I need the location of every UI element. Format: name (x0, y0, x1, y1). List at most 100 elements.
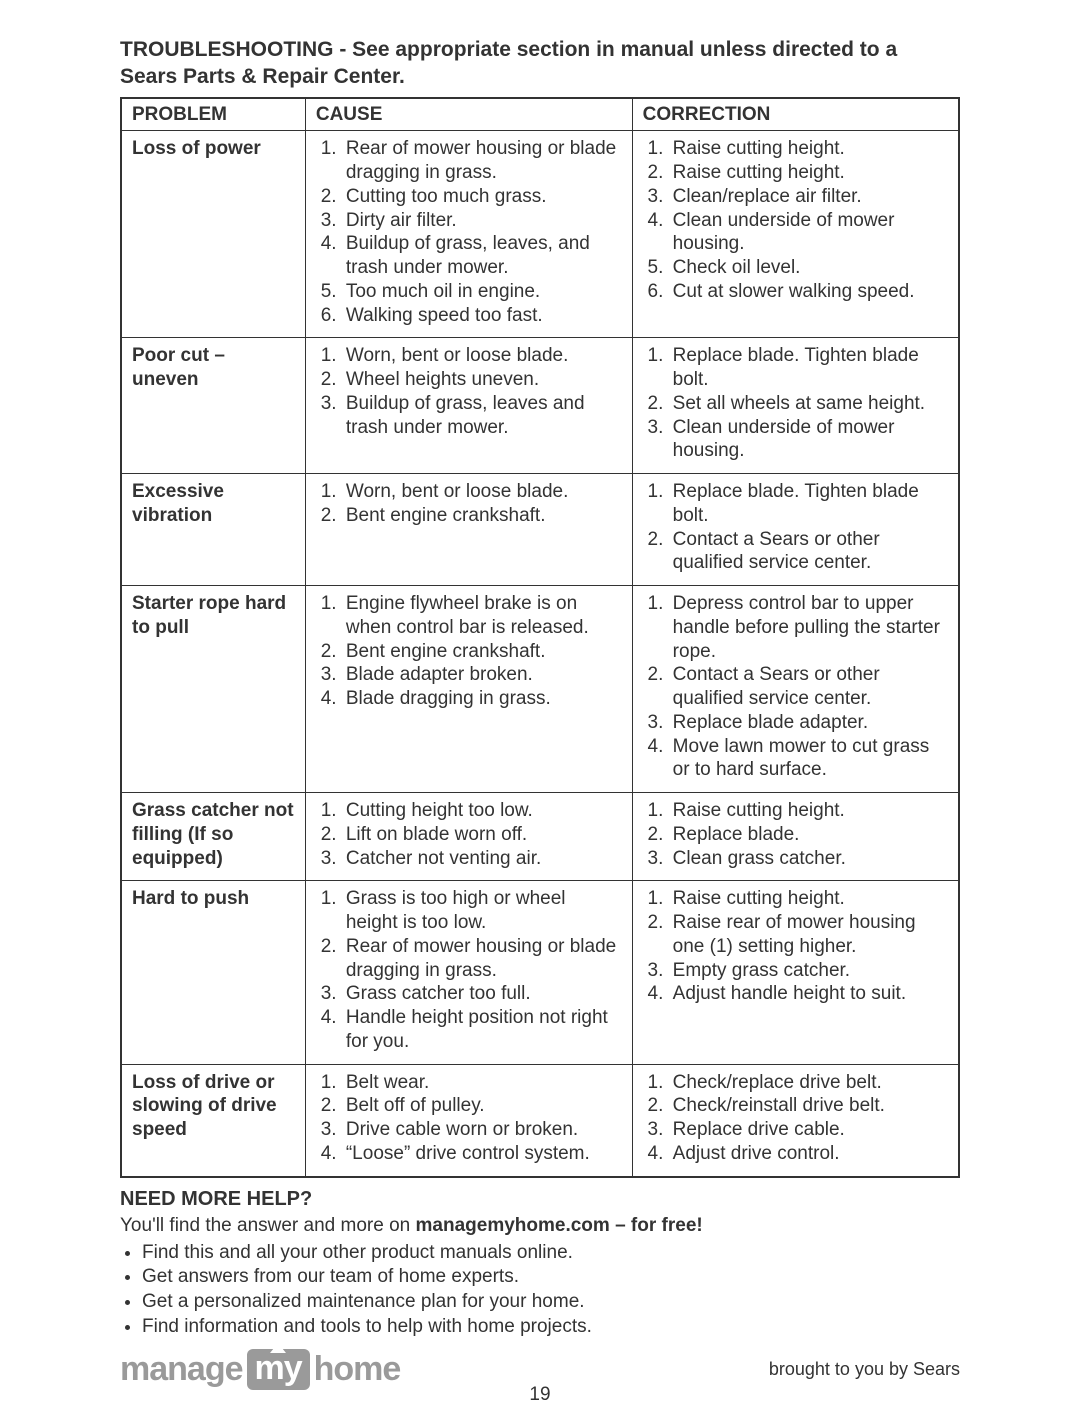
cause-item: Worn, bent or loose blade. (342, 344, 622, 368)
logo-box: my (247, 1349, 310, 1390)
logo-text-pre: manage (120, 1350, 243, 1389)
cause-item: Blade adapter broken. (342, 663, 622, 687)
cause-item: “Loose” drive control system. (342, 1142, 622, 1166)
correction-item: Raise cutting height. (669, 799, 948, 823)
correction-cell: Replace blade. Tighten blade bolt.Set al… (632, 338, 959, 474)
cause-item: Wheel heights uneven. (342, 368, 622, 392)
document-page: TROUBLESHOOTING - See appropriate sectio… (0, 0, 1080, 1426)
problem-cell: Loss of power (121, 131, 305, 338)
correction-list: Raise cutting height.Replace blade.Clean… (643, 799, 948, 870)
table-header-row: PROBLEM CAUSE CORRECTION (121, 98, 959, 131)
help-bullet-item: Get a personalized maintenance plan for … (142, 1290, 960, 1315)
cause-item: Catcher not venting air. (342, 847, 622, 871)
correction-cell: Raise cutting height.Raise rear of mower… (632, 881, 959, 1064)
header-cause: CAUSE (305, 98, 632, 131)
correction-item: Clean underside of mower housing. (669, 209, 948, 257)
correction-list: Raise cutting height.Raise rear of mower… (643, 887, 948, 1006)
cause-list: Worn, bent or loose blade.Bent engine cr… (316, 480, 622, 528)
correction-item: Replace blade adapter. (669, 711, 948, 735)
correction-item: Replace blade. Tighten blade bolt. (669, 344, 948, 392)
troubleshooting-table: PROBLEM CAUSE CORRECTION Loss of power Re… (120, 97, 960, 1178)
cause-item: Buildup of grass, leaves, and trash unde… (342, 232, 622, 280)
correction-item: Check/reinstall drive belt. (669, 1094, 948, 1118)
cause-item: Drive cable worn or broken. (342, 1118, 622, 1142)
cause-list: Cutting height too low.Lift on blade wor… (316, 799, 622, 870)
cause-item: Cutting too much grass. (342, 185, 622, 209)
correction-list: Replace blade. Tighten blade bolt.Set al… (643, 344, 948, 463)
correction-list: Replace blade. Tighten blade bolt.Contac… (643, 480, 948, 575)
correction-cell: Check/replace drive belt.Check/reinstall… (632, 1064, 959, 1177)
cause-item: Belt wear. (342, 1071, 622, 1095)
cause-item: Engine flywheel brake is on when control… (342, 592, 622, 640)
cause-item: Blade dragging in grass. (342, 687, 622, 711)
help-bullet-item: Get answers from our team of home expert… (142, 1265, 960, 1290)
header-problem: PROBLEM (121, 98, 305, 131)
correction-item: Raise rear of mower housing one (1) sett… (669, 911, 948, 959)
house-icon (270, 1343, 286, 1353)
correction-item: Contact a Sears or other qualified servi… (669, 663, 948, 711)
cause-list: Worn, bent or loose blade.Wheel heights … (316, 344, 622, 439)
help-bullet-item: Find information and tools to help with … (142, 1315, 960, 1340)
cause-list: Engine flywheel brake is on when control… (316, 592, 622, 711)
cause-item: Bent engine crankshaft. (342, 640, 622, 664)
page-title: TROUBLESHOOTING - See appropriate sectio… (120, 36, 960, 91)
cause-cell: Worn, bent or loose blade.Wheel heights … (305, 338, 632, 474)
correction-cell: Depress control bar to upper handle befo… (632, 586, 959, 793)
help-intro-bold: managemyhome.com – for free! (416, 1215, 703, 1236)
correction-item: Contact a Sears or other qualified servi… (669, 528, 948, 576)
correction-item: Clean underside of mower housing. (669, 416, 948, 464)
logo-text-box: my (255, 1349, 302, 1388)
correction-item: Cut at slower walking speed. (669, 280, 948, 304)
cause-cell: Cutting height too low.Lift on blade wor… (305, 793, 632, 881)
table-row: Starter rope hard to pull Engine flywheel… (121, 586, 959, 793)
correction-item: Adjust drive control. (669, 1142, 948, 1166)
cause-cell: Grass is too high or wheel height is too… (305, 881, 632, 1064)
correction-item: Move lawn mower to cut grass or to hard … (669, 735, 948, 783)
help-intro: You'll find the answer and more on manag… (120, 1215, 960, 1237)
cause-item: Rear of mower housing or blade dragging … (342, 137, 622, 185)
managemyhome-logo: manage my home (120, 1349, 400, 1390)
tagline: brought to you by Sears (769, 1359, 960, 1380)
correction-item: Empty grass catcher. (669, 959, 948, 983)
help-intro-pre: You'll find the answer and more on (120, 1215, 416, 1236)
cause-item: Belt off of pulley. (342, 1094, 622, 1118)
cause-list: Rear of mower housing or blade dragging … (316, 137, 622, 327)
cause-item: Buildup of grass, leaves and trash under… (342, 392, 622, 440)
correction-item: Clean grass catcher. (669, 847, 948, 871)
problem-cell: Starter rope hard to pull (121, 586, 305, 793)
cause-list: Grass is too high or wheel height is too… (316, 887, 622, 1053)
problem-cell: Hard to push (121, 881, 305, 1064)
table-row: Loss of power Rear of mower housing or bl… (121, 131, 959, 338)
header-correction: CORRECTION (632, 98, 959, 131)
cause-item: Grass is too high or wheel height is too… (342, 887, 622, 935)
cause-list: Belt wear.Belt off of pulley.Drive cable… (316, 1071, 622, 1166)
cause-item: Dirty air filter. (342, 209, 622, 233)
correction-item: Check oil level. (669, 256, 948, 280)
help-bullet-item: Find this and all your other product man… (142, 1241, 960, 1266)
table-row: Hard to push Grass is too high or wheel h… (121, 881, 959, 1064)
cause-item: Bent engine crankshaft. (342, 504, 622, 528)
correction-item: Adjust handle height to suit. (669, 982, 948, 1006)
correction-item: Replace blade. (669, 823, 948, 847)
problem-cell: Grass catcher not filling (If so equippe… (121, 793, 305, 881)
correction-item: Raise cutting height. (669, 887, 948, 911)
cause-item: Cutting height too low. (342, 799, 622, 823)
cause-cell: Belt wear.Belt off of pulley.Drive cable… (305, 1064, 632, 1177)
correction-cell: Replace blade. Tighten blade bolt.Contac… (632, 474, 959, 586)
cause-item: Worn, bent or loose blade. (342, 480, 622, 504)
cause-item: Grass catcher too full. (342, 982, 622, 1006)
table-row: Loss of drive or slowing of drive speedB… (121, 1064, 959, 1177)
problem-cell: Excessive vibration (121, 474, 305, 586)
help-heading: NEED MORE HELP? (120, 1188, 960, 1211)
table-row: Grass catcher not filling (If so equippe… (121, 793, 959, 881)
cause-item: Too much oil in engine. (342, 280, 622, 304)
correction-list: Depress control bar to upper handle befo… (643, 592, 948, 782)
correction-item: Raise cutting height. (669, 137, 948, 161)
cause-item: Handle height position not right for you… (342, 1006, 622, 1054)
cause-cell: Worn, bent or loose blade.Bent engine cr… (305, 474, 632, 586)
cause-item: Rear of mower housing or blade dragging … (342, 935, 622, 983)
correction-list: Check/replace drive belt.Check/reinstall… (643, 1071, 948, 1166)
problem-cell: Poor cut – uneven (121, 338, 305, 474)
logo-text-post: home (314, 1350, 401, 1389)
correction-item: Set all wheels at same height. (669, 392, 948, 416)
